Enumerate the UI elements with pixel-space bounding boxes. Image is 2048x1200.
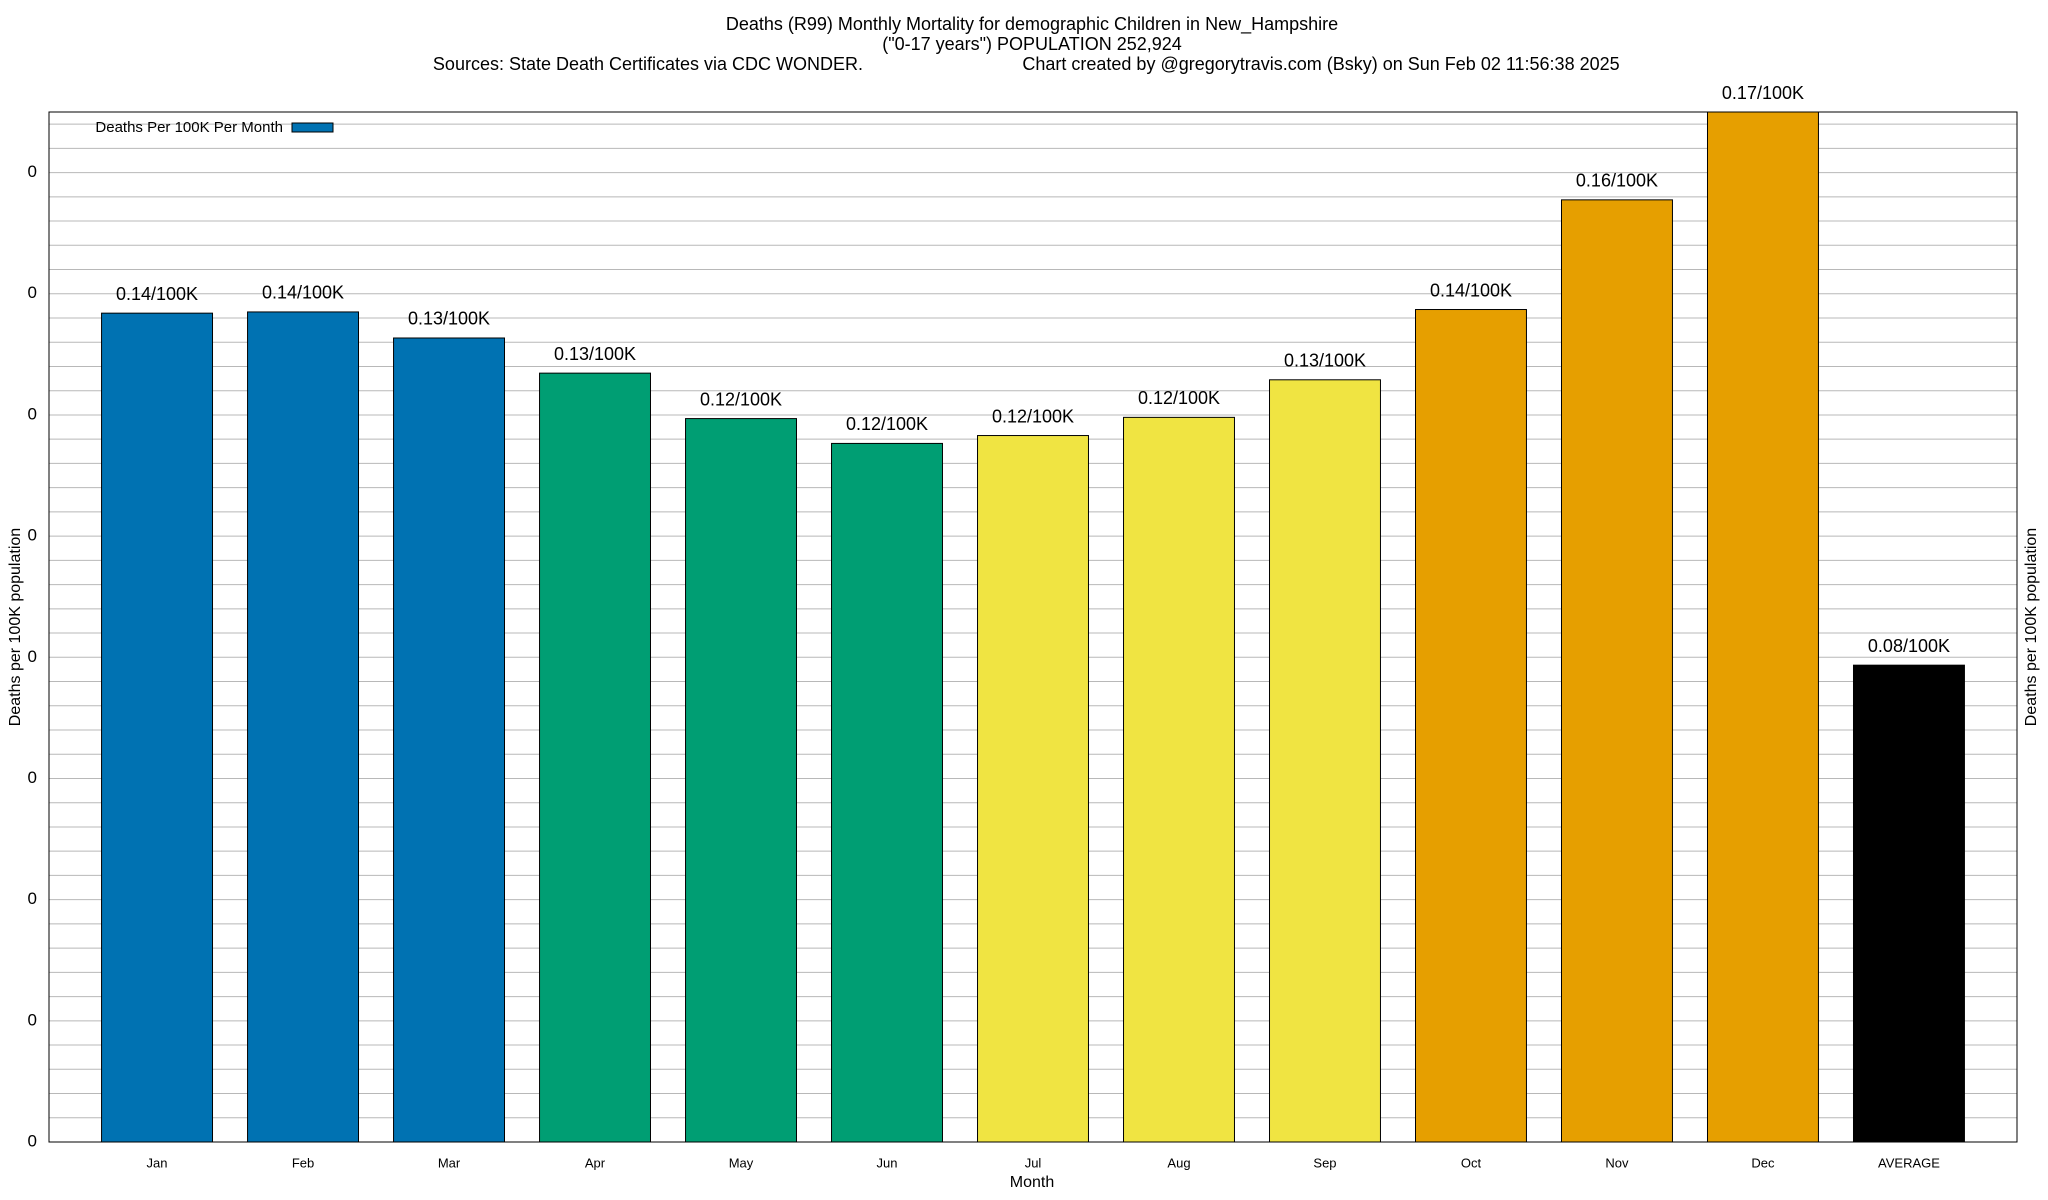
x-tick-label: Jun xyxy=(877,1155,898,1170)
y-tick-label: 0 xyxy=(28,526,37,545)
x-tick-label: May xyxy=(729,1155,754,1170)
bar xyxy=(1852,664,1965,1143)
x-axis-label: Month xyxy=(1010,1174,1054,1191)
y-tick-label: 0 xyxy=(28,889,37,908)
bar xyxy=(1269,379,1381,1143)
value-label: 0.14/100K xyxy=(1430,280,1512,300)
y-tick-label: 0 xyxy=(28,162,37,181)
chart-title: Deaths (R99) Monthly Mortality for demog… xyxy=(726,14,1338,35)
value-label: 0.08/100K xyxy=(1868,636,1950,656)
value-label: 0.14/100K xyxy=(116,284,198,304)
value-label: 0.13/100K xyxy=(554,344,636,364)
y-tick-label: 0 xyxy=(28,404,37,423)
y-tick-label: 0 xyxy=(28,1131,37,1150)
y-tick-label: 0 xyxy=(28,647,37,666)
value-label: 0.13/100K xyxy=(408,309,490,329)
x-tick-label: Dec xyxy=(1751,1155,1775,1170)
bar xyxy=(977,435,1089,1143)
sources: Sources: State Death Certificates via CD… xyxy=(433,54,863,74)
bar xyxy=(831,442,943,1143)
bar xyxy=(1560,199,1673,1143)
bar xyxy=(393,337,506,1143)
x-tick-label: Aug xyxy=(1167,1155,1190,1170)
plot-frame xyxy=(48,111,2018,1143)
chart-subtitle: ("0-17 years") POPULATION 252,924 xyxy=(882,34,1182,54)
value-label: 0.12/100K xyxy=(700,389,782,409)
bar xyxy=(1415,309,1527,1143)
y-tick-label: 0 xyxy=(28,283,37,302)
x-tick-label: Feb xyxy=(292,1155,314,1170)
y2-axis-label: Deaths per 100K population xyxy=(2023,528,2040,726)
x-tick-label: Nov xyxy=(1605,1155,1629,1170)
value-label: 0.12/100K xyxy=(992,406,1074,426)
x-tick-label: AVERAGE xyxy=(1878,1155,1940,1170)
legend-label: Deaths Per 100K Per Month xyxy=(95,119,283,136)
value-label: 0.17/100K xyxy=(1722,83,1804,103)
bar xyxy=(539,372,651,1143)
value-label: 0.13/100K xyxy=(1284,351,1366,371)
x-tick-label: Jul xyxy=(1025,1155,1042,1170)
value-label: 0.14/100K xyxy=(262,283,344,303)
bar xyxy=(1706,111,1819,1143)
legend-swatch xyxy=(291,122,334,133)
value-label: 0.16/100K xyxy=(1576,171,1658,191)
x-tick-label: Oct xyxy=(1461,1155,1482,1170)
bar xyxy=(101,312,214,1143)
x-tick-label: Jan xyxy=(147,1155,168,1170)
bar xyxy=(1123,416,1235,1143)
value-label: 0.12/100K xyxy=(1138,388,1220,408)
bar xyxy=(247,311,360,1143)
credit: Chart created by @gregorytravis.com (Bsk… xyxy=(1022,54,1619,74)
x-tick-label: Apr xyxy=(585,1155,606,1170)
y-tick-label: 0 xyxy=(28,1010,37,1029)
x-tick-label: Sep xyxy=(1313,1155,1336,1170)
y-axis-label: Deaths per 100K population xyxy=(7,528,24,726)
value-label: 0.12/100K xyxy=(846,414,928,434)
y-tick-label: 0 xyxy=(28,768,37,787)
bar xyxy=(685,418,797,1143)
x-tick-label: Mar xyxy=(438,1155,461,1170)
